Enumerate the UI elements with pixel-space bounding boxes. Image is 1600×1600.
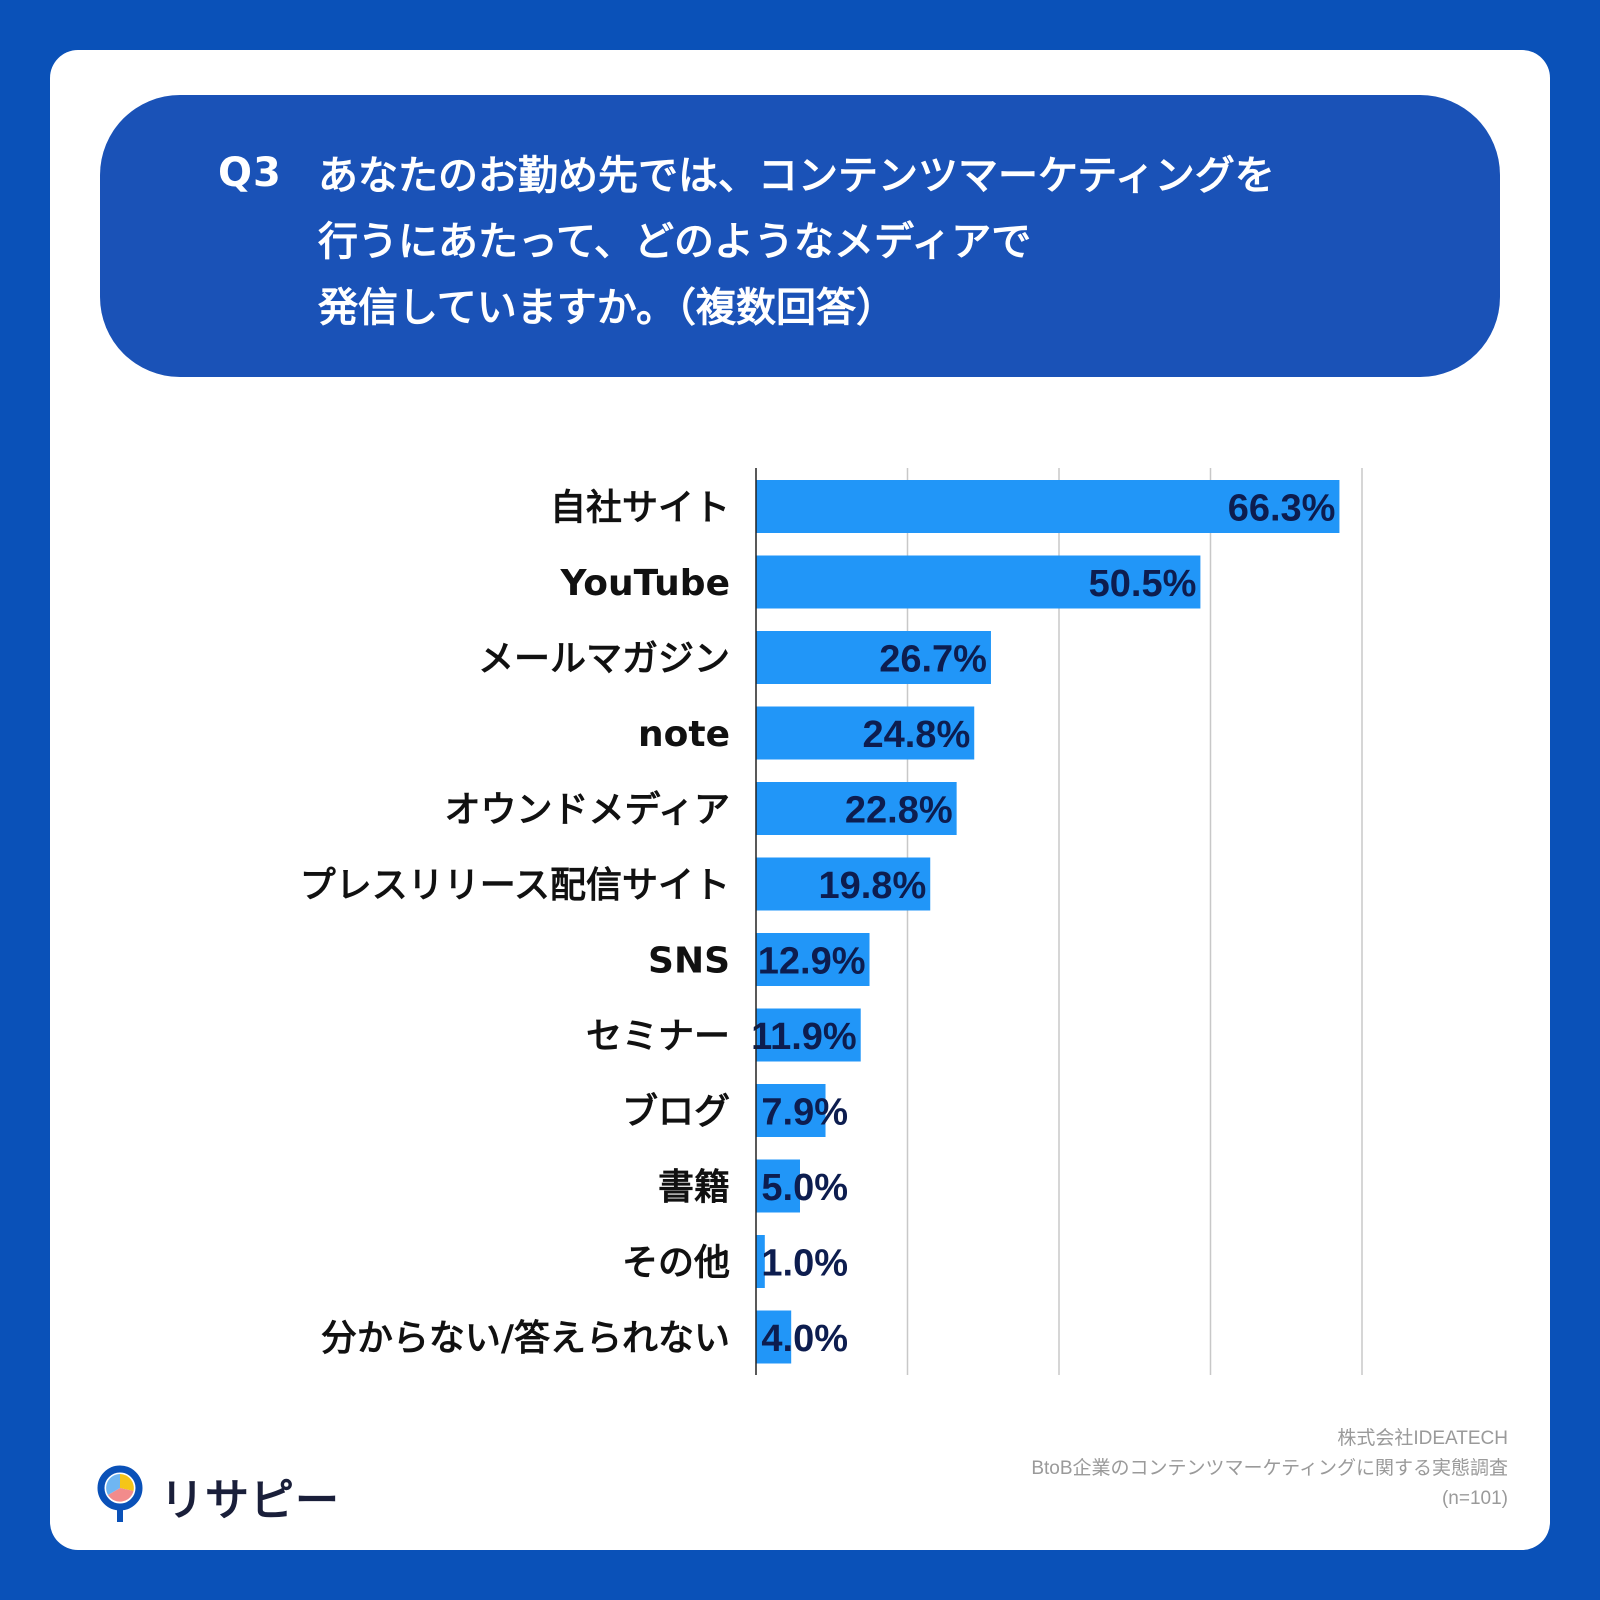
question-text: あなたのお勤め先では、コンテンツマーケティングを 行うにあたって、どのようなメデ… (318, 153, 1275, 331)
bar-chart: 自社サイト 66.3% YouTube 50.5% メールマガジン 26.7% note 24… (300, 468, 1363, 1375)
category-label: メールマガジン (478, 639, 730, 680)
category-label: SNS (648, 941, 730, 982)
category-label: セミナー (586, 1016, 730, 1057)
bar (756, 1310, 792, 1364)
footer-survey-title: BtoB企業のコンテンツマーケティングに関する実態調査 (1031, 1458, 1508, 1479)
value-label: 22.8% (845, 790, 953, 832)
bar (756, 1159, 800, 1213)
card: Q3 あなたのお勤め先では、コンテンツマーケティングを 行うにあたって、どのよう… (50, 50, 1550, 1550)
question-box: Q3 あなたのお勤め先では、コンテンツマーケティングを 行うにあたって、どのよう… (100, 95, 1500, 377)
value-label: 1.0% (761, 1243, 848, 1285)
value-label: 66.3% (1228, 488, 1336, 530)
magnifier-pie-icon (97, 1465, 143, 1522)
category-label: ブログ (622, 1091, 730, 1133)
category-label: 分からない/答えられない (321, 1318, 730, 1359)
value-label: 12.9% (758, 941, 866, 983)
bar (756, 555, 1201, 609)
value-label: 4.0% (761, 1318, 848, 1360)
category-label: オウンドメディア (445, 789, 730, 831)
bar (756, 480, 1340, 533)
footer-company: 株式会社IDEATECH (1337, 1428, 1508, 1449)
value-label: 24.8% (862, 714, 970, 756)
value-label: 19.8% (818, 865, 926, 907)
value-label: 26.7% (879, 639, 987, 681)
value-label: 50.5% (1089, 563, 1197, 605)
question-number: Q3 (218, 150, 282, 196)
value-label: 11.9% (751, 1016, 857, 1058)
value-label: 7.9% (761, 1092, 848, 1134)
logo: リサピー (96, 1462, 339, 1526)
bar (756, 857, 931, 911)
bar (756, 782, 957, 835)
footer: 株式会社IDEATECH BtoB企業のコンテンツマーケティングに関する実態調査… (1031, 1424, 1508, 1514)
category-label: その他 (622, 1243, 730, 1284)
category-label: プレスリリース配信サイト (300, 865, 730, 906)
category-label: 書籍 (658, 1167, 730, 1208)
logo-text: リサピー (160, 1475, 340, 1526)
bar (756, 1084, 826, 1137)
value-label: 5.0% (761, 1167, 848, 1209)
bar (756, 933, 870, 986)
bar (756, 1008, 861, 1062)
category-label: note (638, 714, 730, 755)
category-label: YouTube (559, 563, 730, 604)
bar (756, 631, 991, 684)
bar (756, 706, 975, 760)
footer-sample-size: (n=101) (1441, 1488, 1508, 1509)
bar (756, 1235, 765, 1288)
category-label: 自社サイト (550, 488, 730, 529)
